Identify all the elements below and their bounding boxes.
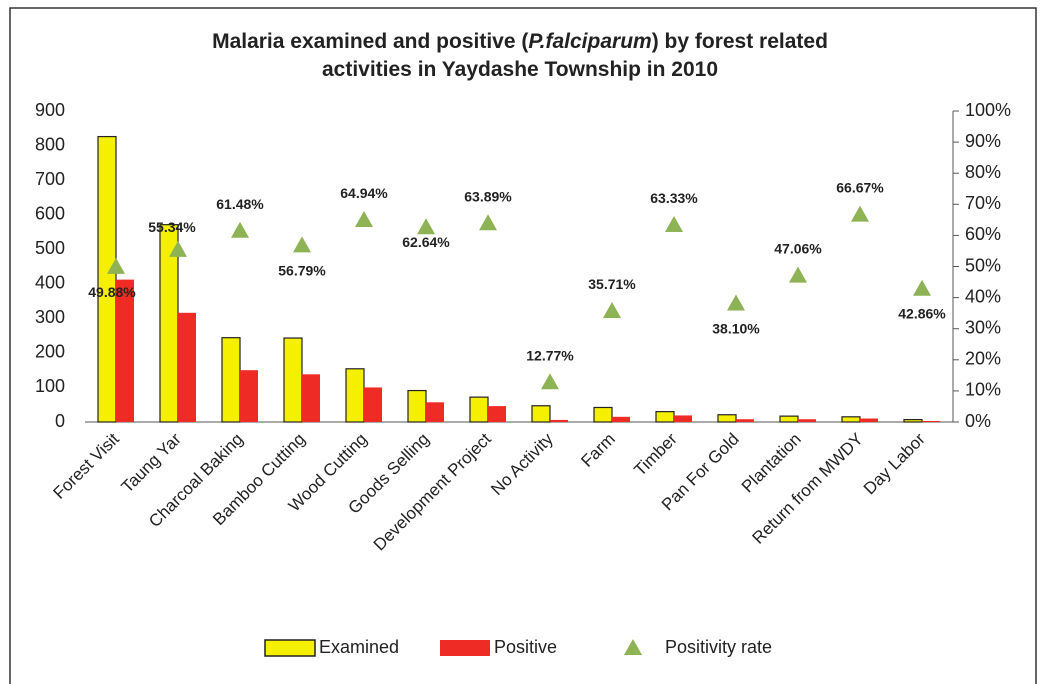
- rate-label: 64.94%: [340, 185, 388, 201]
- y-tick-label: 200: [35, 342, 65, 362]
- y-tick-label: 500: [35, 238, 65, 258]
- bar: [426, 402, 444, 422]
- rate-label: 49.88%: [88, 284, 136, 300]
- y2-tick-label: 20%: [965, 349, 1001, 369]
- rate-label: 62.64%: [402, 234, 450, 250]
- y2-tick-label: 50%: [965, 255, 1001, 275]
- bar: [674, 415, 692, 422]
- rate-marker: [665, 216, 683, 233]
- bar: [922, 420, 940, 422]
- rate-marker: [603, 301, 621, 318]
- rate-marker: [169, 240, 187, 257]
- y-tick-label: 300: [35, 307, 65, 327]
- chart-title: activities in Yaydashe Township in 2010: [322, 58, 718, 81]
- rate-marker: [727, 294, 745, 311]
- bar: [364, 387, 382, 422]
- chart-title: Malaria examined and positive (P.falcipa…: [212, 30, 828, 53]
- legend-swatch: [624, 639, 642, 655]
- bar: [345, 368, 365, 423]
- rate-label: 35.71%: [588, 276, 636, 292]
- legend-swatch: [440, 640, 490, 656]
- legend-swatch: [264, 639, 316, 657]
- bar: [779, 415, 799, 423]
- rate-marker: [789, 266, 807, 283]
- y-tick-label: 800: [35, 134, 65, 154]
- y2-tick-label: 70%: [965, 193, 1001, 213]
- rate-marker: [479, 214, 497, 231]
- rate-label: 66.67%: [836, 180, 884, 196]
- bar: [407, 389, 427, 423]
- bar: [469, 396, 489, 423]
- bar: [550, 419, 568, 422]
- rate-marker: [417, 218, 435, 235]
- rate-label: 61.48%: [216, 196, 264, 212]
- y-tick-label: 700: [35, 169, 65, 189]
- y-tick-label: 400: [35, 273, 65, 293]
- y2-tick-label: 0%: [965, 411, 991, 431]
- bar: [736, 419, 754, 422]
- y2-tick-label: 100%: [965, 100, 1011, 120]
- bar: [593, 406, 613, 423]
- rate-label: 12.77%: [526, 347, 574, 363]
- y2-tick-label: 80%: [965, 162, 1001, 182]
- legend-label: Positive: [494, 637, 557, 657]
- rate-marker: [231, 221, 249, 238]
- bar: [531, 405, 551, 423]
- title-part: ) by forest related: [652, 30, 828, 53]
- bar: [178, 312, 196, 422]
- rate-marker: [355, 211, 373, 228]
- title-part: activities in Yaydashe Township in 2010: [322, 58, 718, 81]
- bar: [612, 416, 630, 422]
- bar: [717, 414, 737, 423]
- rate-label: 56.79%: [278, 262, 326, 278]
- y-tick-label: 100: [35, 376, 65, 396]
- y2-tick-label: 90%: [965, 131, 1001, 151]
- rate-marker: [293, 236, 311, 253]
- rate-label: 63.89%: [464, 188, 512, 204]
- bar: [283, 337, 303, 423]
- bar: [240, 370, 258, 422]
- y2-tick-label: 40%: [965, 286, 1001, 306]
- bar: [860, 418, 878, 422]
- rate-marker: [913, 279, 931, 296]
- rate-label: 47.06%: [774, 241, 822, 257]
- y-tick-label: 0: [55, 411, 65, 431]
- rate-label: 42.86%: [898, 306, 946, 322]
- bar: [97, 135, 117, 423]
- bar: [841, 416, 861, 423]
- rate-marker: [107, 257, 125, 274]
- rate-label: 63.33%: [650, 190, 698, 206]
- bar: [903, 418, 923, 423]
- legend-label: Positivity rate: [665, 637, 772, 657]
- y-tick-label: 900: [35, 100, 65, 120]
- bar: [798, 419, 816, 422]
- rate-label: 38.10%: [712, 321, 760, 337]
- bar: [488, 406, 506, 422]
- title-part: P.falciparum: [528, 30, 651, 53]
- title-part: Malaria examined and positive (: [212, 30, 528, 53]
- y-tick-label: 600: [35, 203, 65, 223]
- legend-label: Examined: [319, 637, 399, 657]
- y2-tick-label: 60%: [965, 224, 1001, 244]
- y2-tick-label: 10%: [965, 380, 1001, 400]
- bar: [221, 337, 241, 423]
- bar: [116, 279, 134, 422]
- rate-marker: [541, 373, 559, 390]
- bar: [655, 411, 675, 423]
- rate-label: 55.34%: [148, 219, 196, 235]
- y2-tick-label: 30%: [965, 317, 1001, 337]
- bar: [302, 374, 320, 422]
- rate-marker: [851, 205, 869, 222]
